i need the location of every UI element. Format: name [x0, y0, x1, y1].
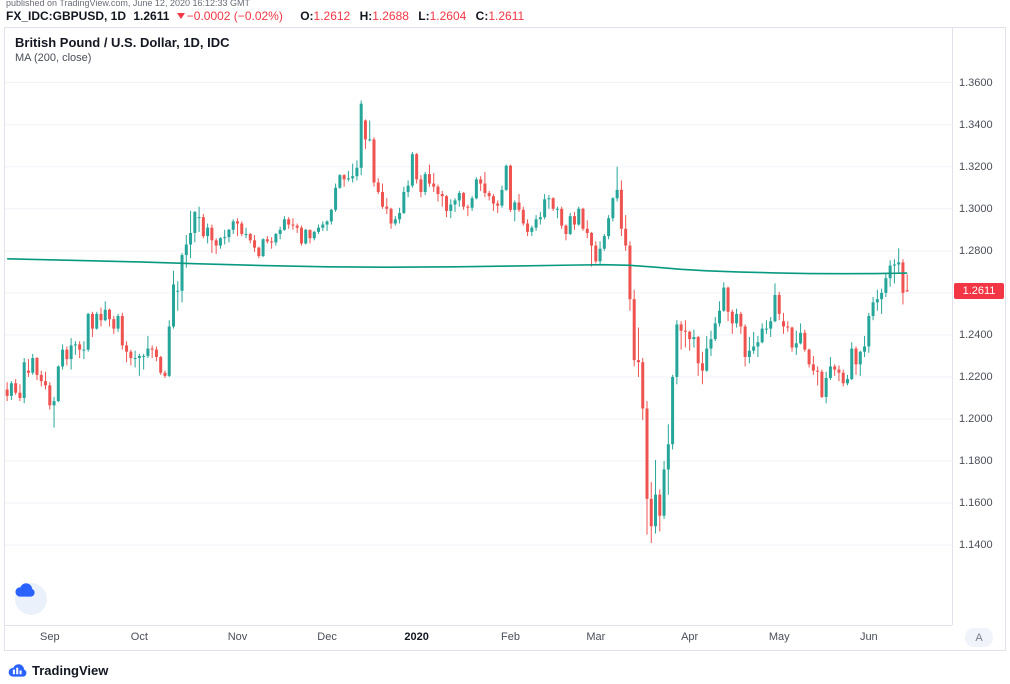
gridlines: [5, 82, 952, 546]
time-tick-label: Apr: [681, 631, 699, 643]
price-tick-label: 1.1800: [959, 455, 993, 468]
published-line: published on TradingView.com, June 12, 2…: [6, 0, 250, 8]
price-tick-label: 1.3200: [959, 160, 993, 173]
time-axis[interactable]: Sep Oct Nov Dec 2020 Feb Mar Apr May Jun: [5, 625, 952, 650]
tradingview-wordmark[interactable]: TradingView: [32, 663, 109, 678]
close-value: 1.2611: [488, 9, 525, 23]
price-tick-label: 1.1400: [959, 539, 993, 552]
price-tick-label: 1.3600: [959, 76, 993, 89]
time-tick-label: Sep: [39, 631, 60, 643]
symbol-line: FX_IDC:GBPUSD, 1D 1.2611 −0.0002 (−0.02%…: [6, 9, 1004, 24]
price-tick-label: 1.3000: [959, 202, 993, 215]
auto-scale-button[interactable]: A: [965, 628, 993, 647]
time-tick-label: Dec: [317, 631, 337, 643]
down-arrow-icon: [176, 13, 185, 19]
ma-legend[interactable]: MA (200, close): [15, 52, 92, 64]
price-tick-label: 1.3400: [959, 118, 993, 131]
chart-header: published on TradingView.com, June 12, 2…: [6, 0, 1004, 24]
ma-200-line: [7, 258, 908, 275]
auto-scale-label: A: [975, 631, 983, 644]
time-tick-label: Nov: [227, 631, 248, 643]
open-value: 1.2612: [313, 9, 351, 23]
candles: [5, 100, 909, 544]
low-value: 1.2604: [429, 9, 467, 23]
time-tick-label: Oct: [130, 631, 148, 643]
close-label: C:: [475, 9, 489, 23]
symbol-name: FX_IDC:GBPUSD, 1D: [6, 9, 127, 23]
open-label: O:: [300, 9, 314, 23]
price-tick-label: 1.2000: [959, 412, 993, 425]
last-price-value: 1.2611: [133, 9, 170, 23]
tradingview-logo-button[interactable]: [15, 583, 47, 615]
high-label: H:: [359, 9, 373, 23]
tradingview-logo-icon: [8, 664, 27, 677]
chart-legend[interactable]: British Pound / U.S. Dollar, 1D, IDC MA …: [15, 34, 230, 66]
time-tick-label: Feb: [501, 631, 520, 643]
price-tick-label: 1.1600: [959, 497, 993, 510]
low-label: L:: [418, 9, 430, 23]
time-tick-label: Mar: [586, 631, 606, 643]
high-value: 1.2688: [372, 9, 409, 23]
cloud-icon: [15, 583, 35, 597]
ohlc-values: O:1.2612 H:1.2688 L:1.2604 C:1.2611: [294, 9, 524, 23]
time-tick-label: 2020: [404, 631, 429, 643]
price-tick-label: 1.2200: [959, 370, 993, 383]
symbol-title[interactable]: British Pound / U.S. Dollar, 1D, IDC: [15, 35, 230, 50]
price-change: −0.0002 (−0.02%): [176, 9, 283, 23]
plot-area[interactable]: British Pound / U.S. Dollar, 1D, IDC MA …: [5, 28, 952, 625]
price-tick-label: 1.2400: [959, 328, 993, 341]
time-tick-label: May: [768, 631, 790, 643]
footer: TradingView: [8, 663, 108, 678]
price-chart-svg[interactable]: [5, 28, 952, 625]
time-tick-label: Jun: [859, 631, 878, 643]
change-value: −0.0002 (−0.02%): [186, 9, 283, 23]
price-axis[interactable]: 1.2611 1.3600 1.3400 1.3200 1.3000 1.2800 1.2…: [952, 28, 1005, 625]
last-price-badge: 1.2611: [954, 282, 1004, 299]
chart-frame: British Pound / U.S. Dollar, 1D, IDC MA …: [4, 27, 1006, 651]
price-tick-label: 1.2800: [959, 244, 993, 257]
